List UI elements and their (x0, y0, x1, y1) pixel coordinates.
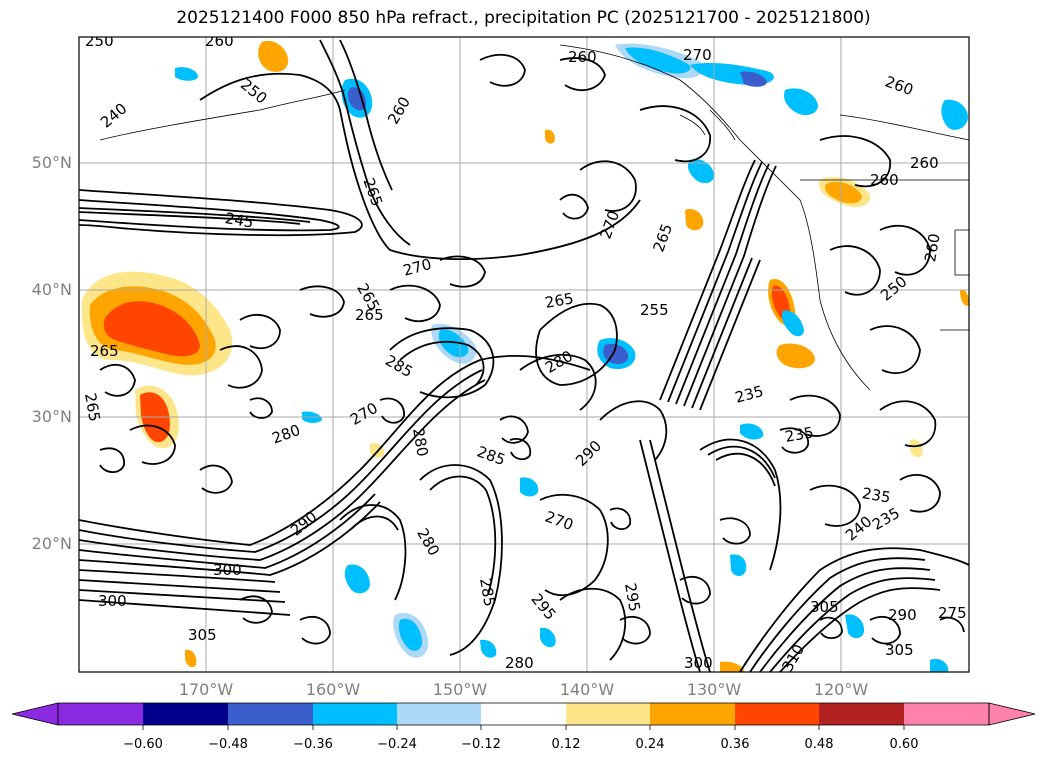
plot-frame (78, 36, 970, 673)
lon-label-160w: 160°W (305, 680, 361, 699)
contour-label: 260 (568, 48, 597, 66)
lon-label-150w: 150°W (432, 680, 488, 699)
lat-label-50n: 50°N (31, 153, 72, 172)
contour-label: 300 (684, 654, 713, 672)
colorbar-tick-label: 0.48 (804, 737, 834, 752)
contour-label: 305 (188, 626, 217, 644)
contour-label: 265 (90, 342, 119, 360)
lat-label-30n: 30°N (31, 407, 72, 426)
contour-label: 305 (810, 598, 839, 616)
contour-label: 260 (205, 32, 234, 50)
contour-label: 285 (476, 577, 499, 608)
contour-label: 300 (213, 561, 242, 579)
contour-label: 280 (505, 654, 534, 672)
contour-label: 265 (81, 392, 104, 423)
lat-label-40n: 40°N (31, 280, 72, 299)
colorbar-tick-label: −0.36 (293, 737, 333, 752)
contour-label: 235 (861, 484, 892, 507)
map-plot-area: 250 260 240 250 260 270 260 260 245 265 … (79, 32, 969, 672)
lat-label-20n: 20°N (31, 534, 72, 553)
contour-label: 245 (224, 209, 255, 232)
lon-label-170w: 170°W (178, 680, 234, 699)
colorbar-tick-label: 0.60 (889, 737, 919, 752)
contour-label: 280 (409, 427, 432, 458)
colorbar-tick-label: −0.24 (377, 737, 417, 752)
refractivity-contours (79, 39, 969, 672)
colorbar (11, 702, 1036, 730)
contour-label: 255 (640, 301, 669, 319)
contour-label: 305 (885, 641, 914, 659)
contour-label: 260 (870, 171, 899, 189)
colorbar-tick-label: −0.60 (123, 737, 163, 752)
colorbar-tick-label: −0.48 (208, 737, 248, 752)
map-title: 2025121400 F000 850 hPa refract., precip… (176, 8, 871, 28)
lon-label-140w: 140°W (559, 680, 615, 699)
colorbar-extend-high (988, 702, 1036, 726)
contour-label: 260 (910, 154, 939, 172)
contour-label: 300 (98, 592, 127, 610)
contour-label: 290 (888, 606, 917, 624)
contour-label: 250 (85, 32, 114, 50)
lon-label-120w: 120°W (813, 680, 869, 699)
contour-label: 275 (938, 604, 967, 622)
contour-label: 265 (355, 306, 384, 324)
lon-label-130w: 130°W (686, 680, 742, 699)
colorbar-tick-label: 0.36 (720, 737, 750, 752)
contour-label: 270 (683, 46, 712, 64)
colorbar-extend-low (11, 702, 59, 726)
contour-label: 295 (621, 582, 644, 613)
contour-label: 265 (544, 289, 575, 312)
contour-label: 235 (784, 423, 815, 446)
colorbar-tick-label: 0.12 (551, 737, 581, 752)
colorbar-tick-label: 0.24 (635, 737, 665, 752)
coastlines (99, 44, 969, 391)
colorbar-tick-label: −0.12 (461, 737, 501, 752)
contour-label: 260 (921, 232, 944, 263)
